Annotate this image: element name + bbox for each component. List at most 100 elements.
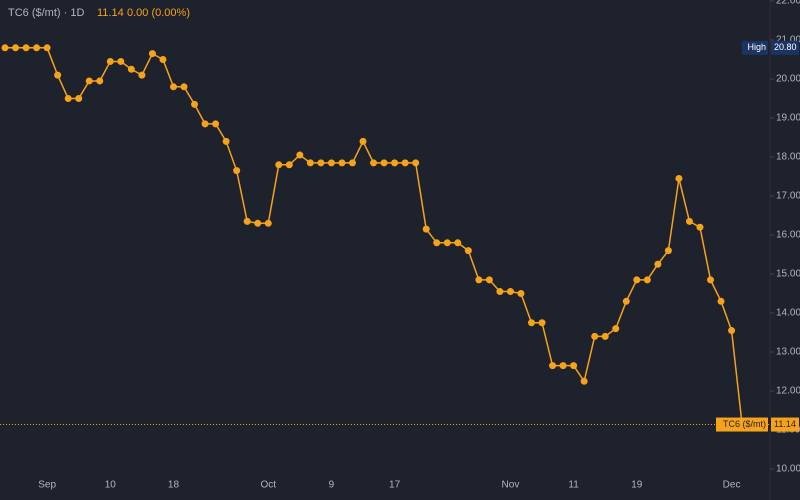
point — [222, 137, 230, 145]
point — [380, 159, 388, 167]
point — [485, 276, 493, 284]
point — [201, 120, 209, 128]
point — [254, 219, 262, 227]
high-value-box — [771, 40, 799, 55]
y-tick-label: 18.00 — [776, 152, 800, 163]
point — [127, 65, 135, 73]
point — [317, 159, 325, 167]
x-tick-label: 10 — [105, 480, 117, 491]
point — [22, 44, 30, 52]
point — [233, 167, 241, 175]
point — [538, 319, 546, 327]
y-tick-label: 19.00 — [776, 113, 800, 124]
last-value-box — [771, 417, 799, 432]
point — [633, 276, 641, 284]
y-tick-label: 15.00 — [776, 269, 800, 280]
y-tick-label: 20.00 — [776, 74, 800, 85]
y-tick-label: 17.00 — [776, 191, 800, 202]
symbol: TC6 ($/mt) · 1D — [8, 7, 84, 19]
point — [401, 159, 409, 167]
point — [685, 217, 693, 225]
point — [275, 161, 283, 169]
point — [285, 161, 293, 169]
y-tick-label: 16.00 — [776, 230, 800, 241]
point — [54, 71, 62, 79]
point — [475, 276, 483, 284]
last-value: 11.14 — [774, 419, 796, 429]
point — [643, 276, 651, 284]
point — [159, 56, 167, 63]
point — [728, 327, 736, 335]
point — [85, 77, 93, 85]
point — [359, 137, 367, 145]
x-tick-label: Oct — [260, 480, 276, 491]
point — [601, 332, 609, 340]
x-tick-label: 18 — [168, 480, 180, 491]
point — [117, 57, 125, 65]
point — [707, 276, 715, 284]
point — [454, 239, 462, 247]
point — [528, 319, 535, 327]
point — [138, 71, 146, 79]
point — [580, 377, 588, 385]
point — [591, 332, 599, 340]
point — [496, 288, 504, 296]
point — [391, 159, 399, 167]
high-value: 20.80 — [774, 42, 797, 52]
point — [422, 225, 430, 233]
price: 11.14 — [97, 7, 124, 19]
y-tick-label: 14.00 — [776, 308, 800, 319]
y-tick-label: 21.00 — [776, 35, 800, 46]
point — [370, 159, 378, 167]
high-label: High — [747, 42, 766, 52]
point — [443, 239, 451, 247]
y-tick-label: 13.00 — [776, 347, 800, 358]
last-label-box — [716, 417, 768, 432]
y-tick-label: 22.00 — [776, 0, 800, 7]
point — [433, 239, 441, 247]
point — [327, 159, 335, 167]
y-tick-label: 10.00 — [776, 464, 800, 475]
point — [464, 247, 472, 255]
point — [296, 151, 304, 159]
point — [43, 44, 51, 52]
point — [622, 297, 630, 305]
point — [696, 223, 704, 231]
point — [64, 95, 72, 102]
change: 0.00 (0.00%) — [127, 7, 190, 19]
point — [654, 260, 662, 268]
point — [348, 159, 356, 167]
point — [96, 77, 104, 85]
point — [180, 83, 188, 91]
high-label-box — [742, 40, 768, 55]
x-tick-label: 19 — [631, 480, 643, 491]
point — [191, 100, 199, 108]
last-label: TC6 ($/mt) — [723, 419, 766, 429]
point — [664, 247, 672, 255]
x-tick-label: 9 — [329, 480, 335, 491]
point — [612, 325, 620, 333]
point — [169, 83, 177, 91]
point — [1, 44, 9, 52]
point — [717, 297, 725, 305]
point — [338, 159, 346, 167]
x-tick-label: 17 — [389, 480, 401, 491]
y-tick-label: 12.00 — [776, 386, 800, 397]
point — [506, 288, 514, 296]
point — [106, 57, 114, 65]
point — [559, 362, 567, 370]
point — [517, 290, 525, 297]
point — [12, 44, 20, 52]
point — [570, 362, 578, 370]
point — [33, 44, 41, 52]
point — [549, 362, 557, 370]
point — [212, 120, 220, 128]
x-tick-label: Sep — [38, 480, 56, 491]
point — [148, 50, 156, 58]
point — [264, 219, 272, 227]
x-tick-label: 11 — [568, 480, 579, 491]
x-tick-label: Nov — [502, 480, 520, 491]
point — [243, 217, 251, 225]
x-tick-label: Dec — [723, 480, 741, 491]
